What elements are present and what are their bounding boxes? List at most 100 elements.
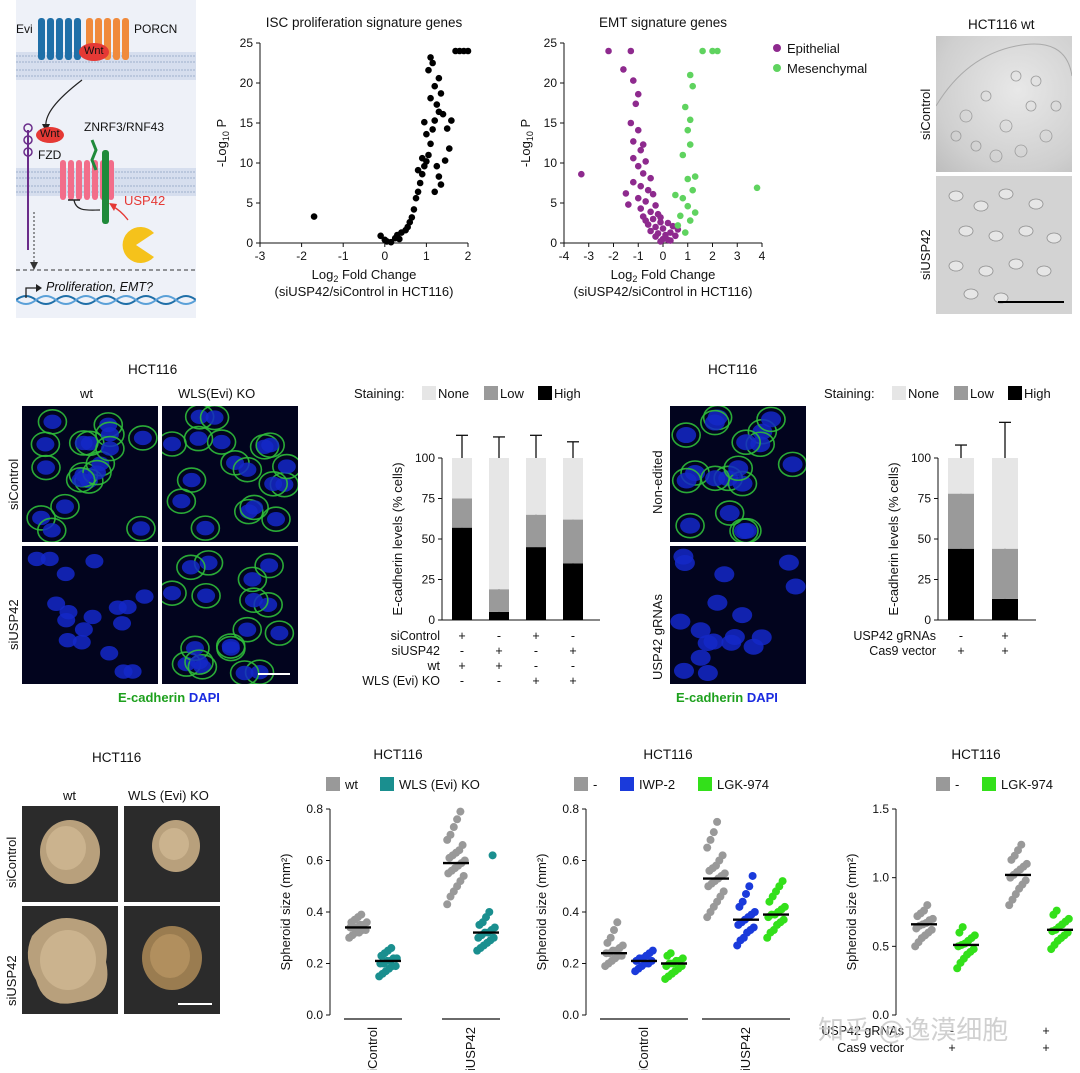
condition-value: + xyxy=(458,659,465,673)
spheroid-point xyxy=(778,877,787,886)
epithelial-point xyxy=(667,237,674,244)
nucleus-stain xyxy=(690,649,711,666)
spheroid-1 xyxy=(40,820,100,884)
mesenchymal-point xyxy=(681,229,689,236)
nucleus-stain xyxy=(42,523,61,538)
dna-helix xyxy=(15,295,197,305)
panel-g-row-siusp42: siUSP42 xyxy=(4,955,19,1006)
membrane-stain xyxy=(732,517,762,542)
x-tick-label: -2 xyxy=(296,249,307,263)
nucleus-stain xyxy=(58,633,77,648)
group-label: siControl xyxy=(365,1027,380,1070)
data-point xyxy=(441,157,449,164)
mesenchymal-point xyxy=(677,212,684,220)
data-point xyxy=(396,235,403,243)
nucleus-stain xyxy=(670,613,691,630)
group-label: siUSP42 xyxy=(738,1027,753,1070)
nucleus-stain xyxy=(697,665,718,682)
legend-label: High xyxy=(1024,386,1051,401)
spheroid-point xyxy=(1021,876,1030,885)
mesenchymal-point xyxy=(684,175,692,183)
panel-c-col-ko: WLS(Evi) KO xyxy=(178,386,256,401)
data-point xyxy=(433,101,441,108)
stain-dapi-e: DAPI xyxy=(746,690,778,705)
y-tick-label: 0.2 xyxy=(306,957,323,971)
nucleus-stain xyxy=(36,437,55,452)
panel-g-col-ko: WLS (Evi) KO xyxy=(128,788,209,803)
mesenchymal-point xyxy=(684,202,692,210)
nucleus-stain xyxy=(190,654,209,670)
if-ko-sicontrol xyxy=(162,406,298,542)
epithelial-point xyxy=(667,229,674,236)
membrane-stain xyxy=(191,582,221,609)
bar-none xyxy=(563,458,583,520)
spheroid-point xyxy=(387,944,396,953)
condition-value: - xyxy=(950,1024,954,1038)
membrane-stain xyxy=(162,580,187,606)
y-tick-label: 1.5 xyxy=(872,802,889,816)
spheroid-point xyxy=(779,915,788,924)
spheroid-point xyxy=(742,889,750,898)
nucleus-stain xyxy=(88,465,107,480)
if-nonedited xyxy=(670,406,806,542)
y-tick-label: 75 xyxy=(422,492,436,506)
legend-swatch xyxy=(620,777,634,791)
data-point xyxy=(425,66,432,74)
bar-high xyxy=(489,611,509,620)
epithelial-point xyxy=(672,232,679,240)
if-ko-siusp42 xyxy=(162,546,298,684)
spheroid-point xyxy=(958,923,967,932)
condition-value: - xyxy=(959,629,963,643)
epithelial-point xyxy=(669,222,677,230)
fzd-label: FZD xyxy=(38,148,62,162)
nucleus-stain xyxy=(238,462,257,477)
legend-label: IWP-2 xyxy=(639,777,675,792)
spheroid-point xyxy=(489,933,498,942)
group-label: siControl xyxy=(636,1027,651,1070)
y-tick-label: 100 xyxy=(911,451,931,465)
spheroid-point xyxy=(1022,859,1031,868)
mesenchymal-point xyxy=(691,173,699,180)
schematic-svg xyxy=(15,18,197,305)
x-tick-label: 0 xyxy=(660,249,667,263)
x-tick-label: -1 xyxy=(338,249,349,263)
membrane-stain xyxy=(254,552,284,579)
y-tick-label: 50 xyxy=(918,532,932,546)
panel-g-col-wt: wt xyxy=(63,788,76,803)
condition-value: + xyxy=(532,629,539,643)
data-point xyxy=(427,140,434,148)
y-axis-label: E-cadherin levels (% cells) xyxy=(390,462,405,615)
membrane-stain xyxy=(700,465,730,492)
nucleus-stain xyxy=(43,414,62,430)
nucleus-stain xyxy=(736,522,757,539)
nucleus-stain xyxy=(74,435,93,451)
legend-label: Mesenchymal xyxy=(787,61,867,76)
y-tick-label: 0.4 xyxy=(306,905,323,919)
nucleus-stain xyxy=(235,665,254,681)
bar-low xyxy=(526,514,546,548)
epithelial-point xyxy=(649,215,657,223)
fzd-receptor xyxy=(60,160,114,200)
condition-label: siUSP42 xyxy=(391,644,440,658)
membrane-stain xyxy=(82,459,112,486)
epithelial-point xyxy=(634,90,642,98)
nucleus-stain xyxy=(277,459,296,474)
nucleus-stain xyxy=(778,554,799,571)
isc-volcano-plot: ISC proliferation signature genes -3 -2 -1 0… xyxy=(214,15,472,299)
condition-label: wt xyxy=(427,659,441,673)
x-axis-label: Log2 Fold Change xyxy=(312,267,417,284)
y-tick-label: 5 xyxy=(246,196,253,210)
nucleus-stain xyxy=(59,605,78,620)
data-point xyxy=(437,90,445,97)
spheroid-point xyxy=(720,869,729,878)
nucleus-stain xyxy=(196,520,215,536)
condition-value: - xyxy=(534,659,538,673)
y-axis-label: -Log10 P xyxy=(518,119,535,167)
y-tick-label: 0.0 xyxy=(306,1008,323,1022)
nucleus-stain xyxy=(172,493,191,509)
legend-swatch xyxy=(698,777,712,791)
x-tick-label: 1 xyxy=(423,249,430,263)
nucleus-stain xyxy=(267,511,286,527)
data-point xyxy=(445,145,453,152)
znrf3-label: ZNRF3/RNF43 xyxy=(84,120,165,134)
